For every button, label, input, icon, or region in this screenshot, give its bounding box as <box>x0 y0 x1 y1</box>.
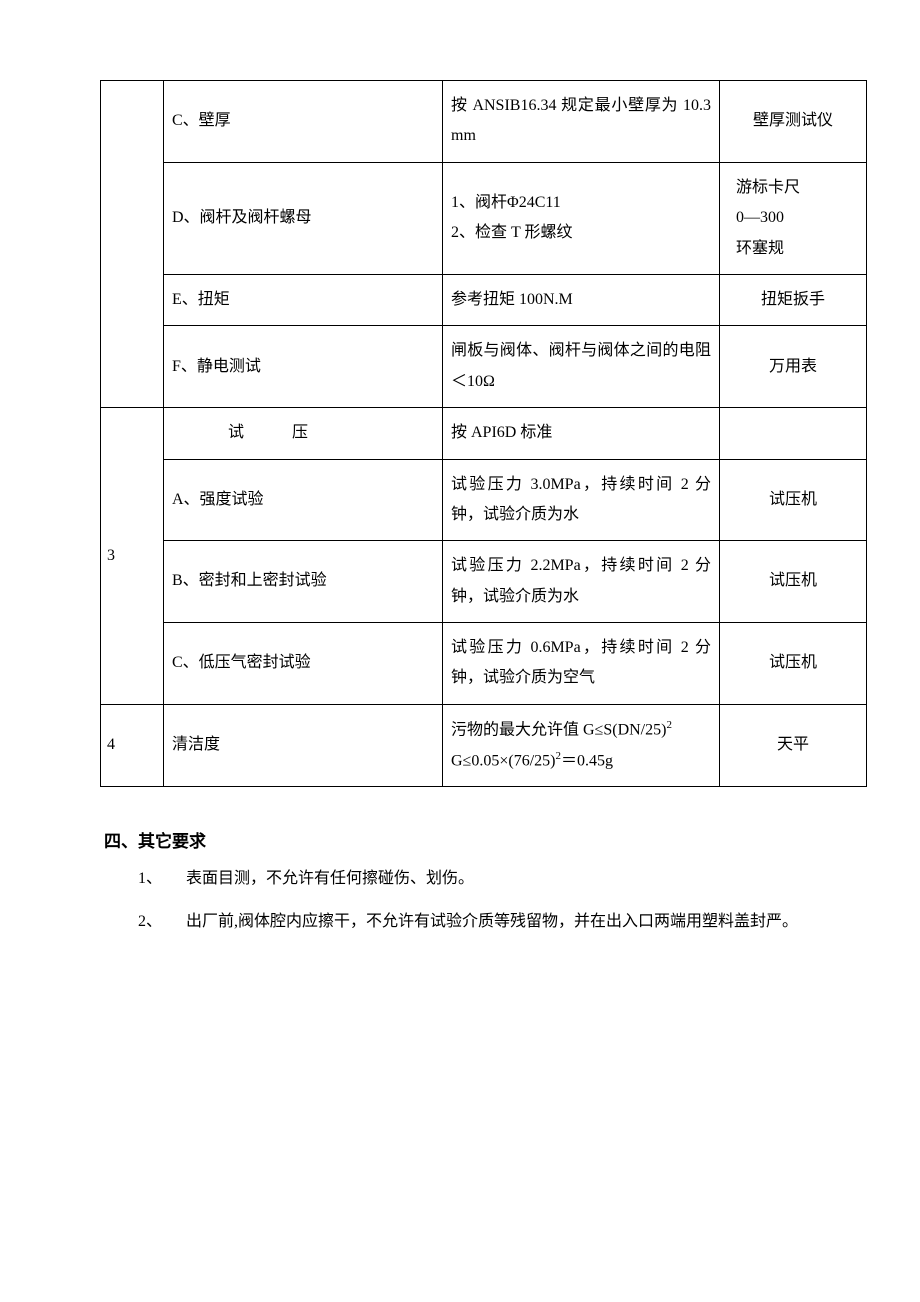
spec-line: 2、检查 T 形螺纹 <box>451 218 711 248</box>
tool-line: 环塞规 <box>736 234 858 264</box>
list-item-number: 1、 <box>138 860 186 898</box>
spec-cell: 闸板与阀体、阀杆与阀体之间的电阻＜10Ω <box>443 326 720 408</box>
tool-line: 0—300 <box>736 203 858 233</box>
list-item: 1、表面目测，不允许有任何擦碰伤、划伤。 <box>138 860 820 898</box>
item-cell: 清洁度 <box>164 704 443 786</box>
tool-cell: 天平 <box>720 704 867 786</box>
spec-cell: 按 API6D 标准 <box>443 408 720 459</box>
inspection-table: C、壁厚 按 ANSIB16.34 规定最小壁厚为 10.3mm 壁厚测试仪 D… <box>100 80 867 787</box>
list-item-number: 2、 <box>138 903 186 941</box>
item-cell: B、密封和上密封试验 <box>164 541 443 623</box>
table-row: C、壁厚 按 ANSIB16.34 规定最小壁厚为 10.3mm 壁厚测试仪 <box>101 81 867 163</box>
table-row: B、密封和上密封试验 试验压力 2.2MPa，持续时间 2 分钟，试验介质为水 … <box>101 541 867 623</box>
spec-cell: 污物的最大允许值 G≤S(DN/25)2G≤0.05×(76/25)2＝0.45… <box>443 704 720 786</box>
tool-cell: 试压机 <box>720 459 867 541</box>
item-header-cell: 试压 <box>164 408 443 459</box>
table-row: F、静电测试 闸板与阀体、阀杆与阀体之间的电阻＜10Ω 万用表 <box>101 326 867 408</box>
list-item-text: 表面目测，不允许有任何擦碰伤、划伤。 <box>186 870 474 887</box>
list-item: 2、出厂前,阀体腔内应擦干，不允许有试验介质等残留物，并在出入口两端用塑料盖封严… <box>138 903 820 941</box>
tool-cell: 试压机 <box>720 623 867 705</box>
item-cell: D、阀杆及阀杆螺母 <box>164 162 443 274</box>
item-cell: F、静电测试 <box>164 326 443 408</box>
group-number-cell: 4 <box>101 704 164 786</box>
requirements-list: 1、表面目测，不允许有任何擦碰伤、划伤。 2、出厂前,阀体腔内应擦干，不允许有试… <box>138 860 820 941</box>
table-row: 4 清洁度 污物的最大允许值 G≤S(DN/25)2G≤0.05×(76/25)… <box>101 704 867 786</box>
spec-cell: 参考扭矩 100N.M <box>443 274 720 325</box>
item-cell: E、扭矩 <box>164 274 443 325</box>
table-row: A、强度试验 试验压力 3.0MPa，持续时间 2 分钟，试验介质为水 试压机 <box>101 459 867 541</box>
tool-cell <box>720 408 867 459</box>
item-cell: C、低压气密封试验 <box>164 623 443 705</box>
tool-line: 游标卡尺 <box>736 173 858 203</box>
section-4-title: 四、其它要求 <box>104 827 820 852</box>
group-number-cell: 3 <box>101 408 164 705</box>
spec-cell: 1、阀杆Φ24C11 2、检查 T 形螺纹 <box>443 162 720 274</box>
group-number-cell <box>101 81 164 408</box>
spec-cell: 试验压力 2.2MPa，持续时间 2 分钟，试验介质为水 <box>443 541 720 623</box>
spec-cell: 试验压力 3.0MPa，持续时间 2 分钟，试验介质为水 <box>443 459 720 541</box>
spec-cell: 按 ANSIB16.34 规定最小壁厚为 10.3mm <box>443 81 720 163</box>
document-page: C、壁厚 按 ANSIB16.34 规定最小壁厚为 10.3mm 壁厚测试仪 D… <box>0 0 920 1025</box>
tool-cell: 游标卡尺 0—300 环塞规 <box>720 162 867 274</box>
tool-cell: 试压机 <box>720 541 867 623</box>
table-row: D、阀杆及阀杆螺母 1、阀杆Φ24C11 2、检查 T 形螺纹 游标卡尺 0—3… <box>101 162 867 274</box>
table-row: 3 试压 按 API6D 标准 <box>101 408 867 459</box>
table-row: E、扭矩 参考扭矩 100N.M 扭矩扳手 <box>101 274 867 325</box>
tool-cell: 扭矩扳手 <box>720 274 867 325</box>
item-cell: A、强度试验 <box>164 459 443 541</box>
table-row: C、低压气密封试验 试验压力 0.6MPa，持续时间 2 分钟，试验介质为空气 … <box>101 623 867 705</box>
item-cell: C、壁厚 <box>164 81 443 163</box>
spec-line: 1、阀杆Φ24C11 <box>451 188 711 218</box>
list-item-text: 出厂前,阀体腔内应擦干，不允许有试验介质等残留物，并在出入口两端用塑料盖封严。 <box>186 913 798 930</box>
spec-cell: 试验压力 0.6MPa，持续时间 2 分钟，试验介质为空气 <box>443 623 720 705</box>
tool-cell: 壁厚测试仪 <box>720 81 867 163</box>
tool-cell: 万用表 <box>720 326 867 408</box>
